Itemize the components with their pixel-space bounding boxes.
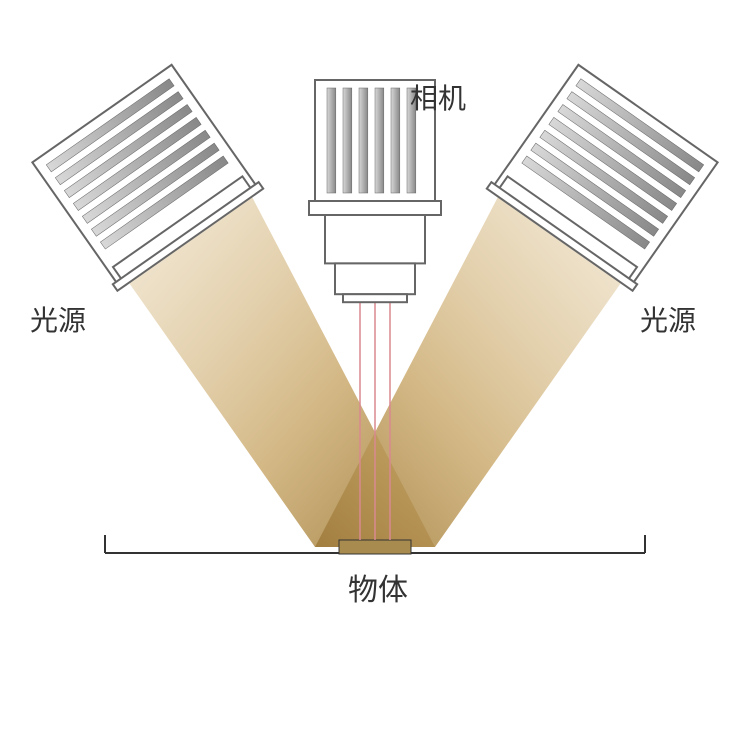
label-camera: 相机 (410, 83, 466, 114)
lighting-diagram: 相机光源 光源物体 (0, 0, 750, 750)
label-light_left: 光源 (30, 305, 86, 336)
object-block (339, 540, 411, 554)
label-object: 物体 (348, 574, 408, 607)
label-light_right: 光源 (640, 305, 696, 336)
